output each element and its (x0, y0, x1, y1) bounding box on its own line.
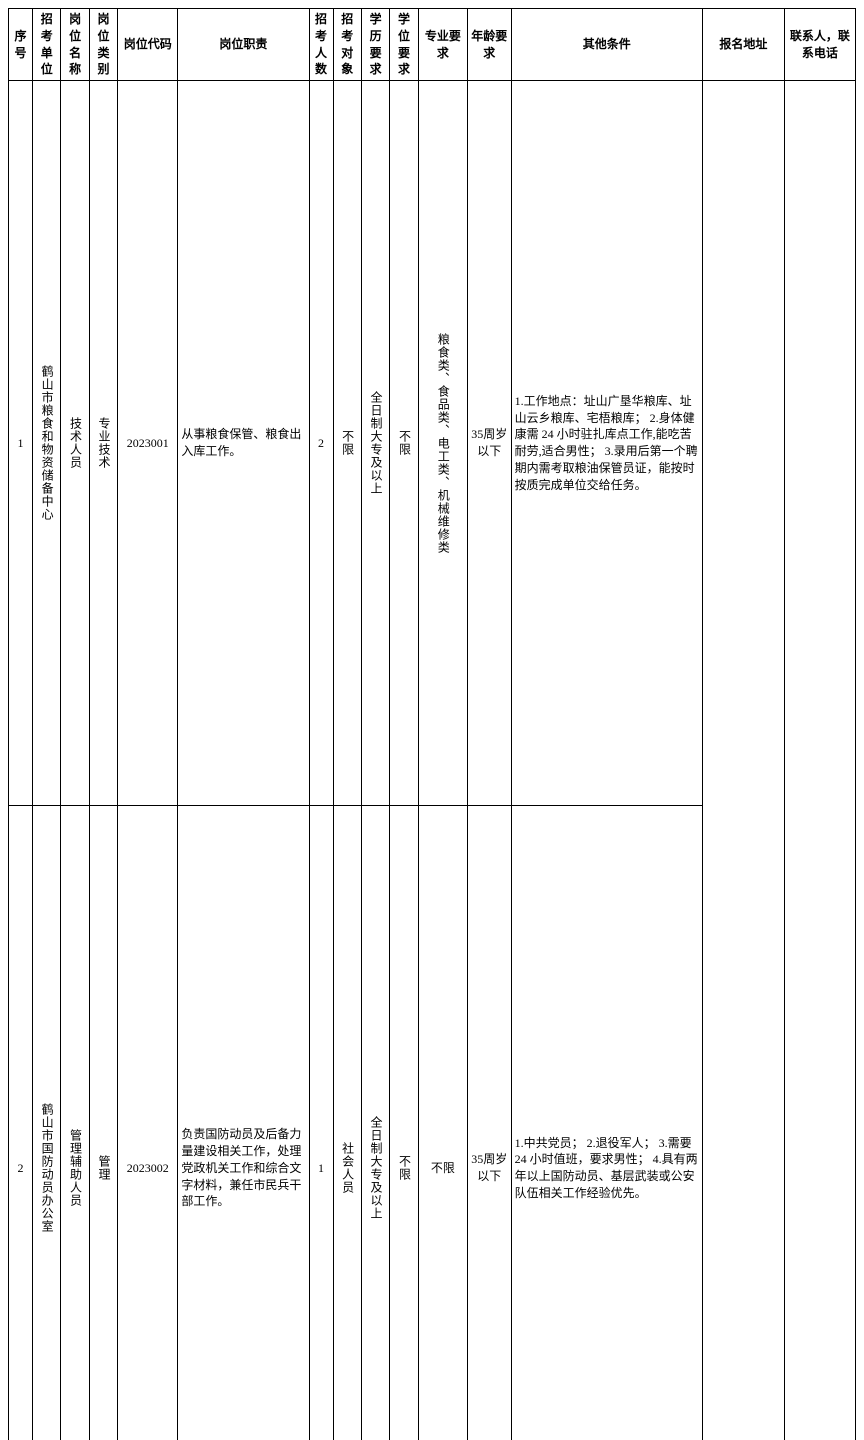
cell-code: 2023002 (118, 806, 178, 1440)
table-body: 1 鹤山市粮食和物资储备中心 技术人员 专业技术 2023001 从事粮食保管、… (9, 81, 856, 1440)
cell-major: 不限 (418, 806, 467, 1440)
header-addr: 报名地址 (702, 9, 784, 81)
header-duty: 岗位职责 (178, 9, 309, 81)
header-unit: 招考单位 (33, 9, 61, 81)
cell-contact: 劳小姐 0750-8801828 (784, 81, 855, 1440)
cell-post: 管理辅助人员 (61, 806, 89, 1440)
cell-deg: 不限 (390, 806, 418, 1440)
cell-cat: 管理 (89, 806, 117, 1440)
cell-addr: 鹤山市沙坪街道人民路60号鹤山市发展和改革局人事股 (702, 81, 784, 1440)
cell-post: 技术人员 (61, 81, 89, 806)
cell-num: 2 (309, 81, 333, 806)
cell-major: 粮食类、食品类、电工类、机械维修类 (418, 81, 467, 806)
header-code: 岗位代码 (118, 9, 178, 81)
table-row: 1 鹤山市粮食和物资储备中心 技术人员 专业技术 2023001 从事粮食保管、… (9, 81, 856, 806)
cell-seq: 1 (9, 81, 33, 806)
cell-duty: 从事粮食保管、粮食出入库工作。 (178, 81, 309, 806)
cell-target: 不限 (333, 81, 361, 806)
header-num: 招考人数 (309, 9, 333, 81)
header-other: 其他条件 (511, 9, 702, 81)
header-major: 专业要求 (418, 9, 467, 81)
cell-age: 35周岁以下 (467, 81, 511, 806)
cell-edu: 全日制大专及以上 (361, 81, 389, 806)
cell-num: 1 (309, 806, 333, 1440)
cell-unit: 鹤山市粮食和物资储备中心 (33, 81, 61, 806)
cell-other: 1.中共党员； 2.退役军人； 3.需要 24 小时值班，要求男性； 4.具有两… (511, 806, 702, 1440)
cell-deg: 不限 (390, 81, 418, 806)
cell-seq: 2 (9, 806, 33, 1440)
recruitment-table: 序号 招考单位 岗位名称 岗位类别 岗位代码 岗位职责 招考人数 招考对象 学历… (8, 8, 856, 1440)
header-post: 岗位名称 (61, 9, 89, 81)
header-cat: 岗位类别 (89, 9, 117, 81)
header-age: 年龄要求 (467, 9, 511, 81)
cell-unit: 鹤山市国防动员办公室 (33, 806, 61, 1440)
header-row: 序号 招考单位 岗位名称 岗位类别 岗位代码 岗位职责 招考人数 招考对象 学历… (9, 9, 856, 81)
cell-cat: 专业技术 (89, 81, 117, 806)
cell-duty: 负责国防动员及后备力量建设相关工作，处理党政机关工作和综合文字材料，兼任市民兵干… (178, 806, 309, 1440)
header-deg: 学位要求 (390, 9, 418, 81)
header-contact: 联系人，联系电话 (784, 9, 855, 81)
cell-code: 2023001 (118, 81, 178, 806)
cell-target: 社会人员 (333, 806, 361, 1440)
cell-other: 1.工作地点：址山广垦华粮库、址山云乡粮库、宅梧粮库； 2.身体健康需 24 小… (511, 81, 702, 806)
cell-edu: 全日制大专及以上 (361, 806, 389, 1440)
header-seq: 序号 (9, 9, 33, 81)
cell-age: 35周岁以下 (467, 806, 511, 1440)
header-edu: 学历要求 (361, 9, 389, 81)
header-target: 招考对象 (333, 9, 361, 81)
